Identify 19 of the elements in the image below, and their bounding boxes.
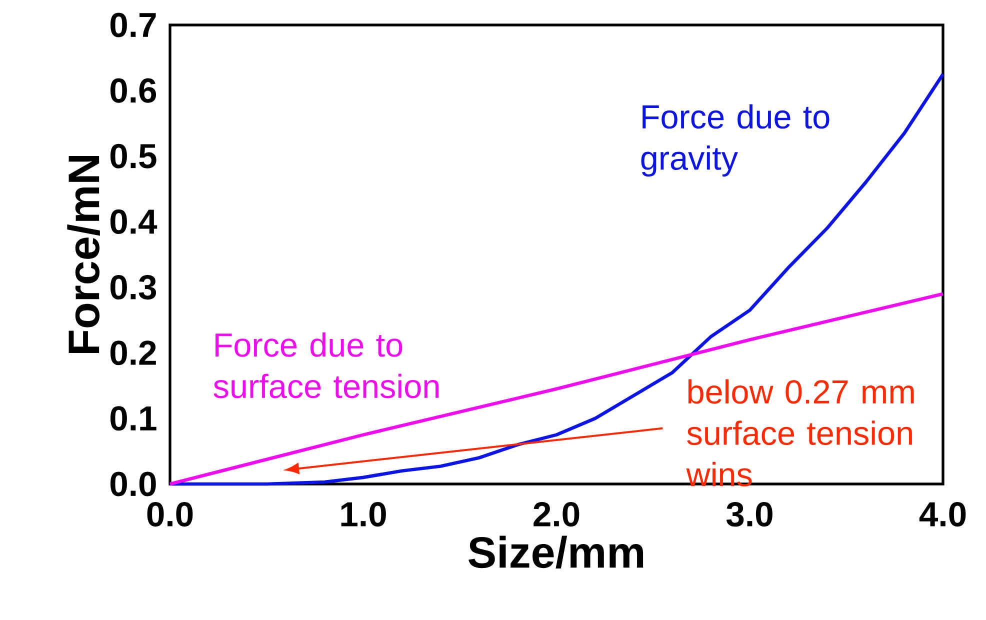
y-tick-label: 0.1 [110, 406, 156, 431]
x-tick-label: 0.0 [147, 502, 193, 527]
x-tick-label: 2.0 [534, 502, 580, 527]
y-tick-label: 0.7 [110, 12, 156, 38]
y-tick-label: 0.6 [110, 78, 156, 103]
y-tick-label: 0.5 [110, 144, 156, 168]
y-axis-title: Force/mN [67, 156, 100, 354]
y-tick-label: 0.2 [110, 340, 156, 366]
x-tick-label: 4.0 [919, 502, 966, 527]
line-series [168, 292, 945, 486]
x-tick-label: 3.0 [726, 502, 772, 527]
x-axis-title: Size/mm [468, 536, 644, 569]
y-tick-label: 0.4 [110, 209, 158, 234]
y-tick-label: 0.3 [110, 274, 156, 300]
y-tick-label: 0.0 [110, 472, 156, 496]
series-label: Force due to surface tension [214, 332, 438, 398]
annotation: below 0.27 mm surface tension wins [686, 379, 914, 486]
x-tick-label: 1.0 [341, 502, 386, 527]
series-label: Force due to gravity [641, 104, 830, 177]
